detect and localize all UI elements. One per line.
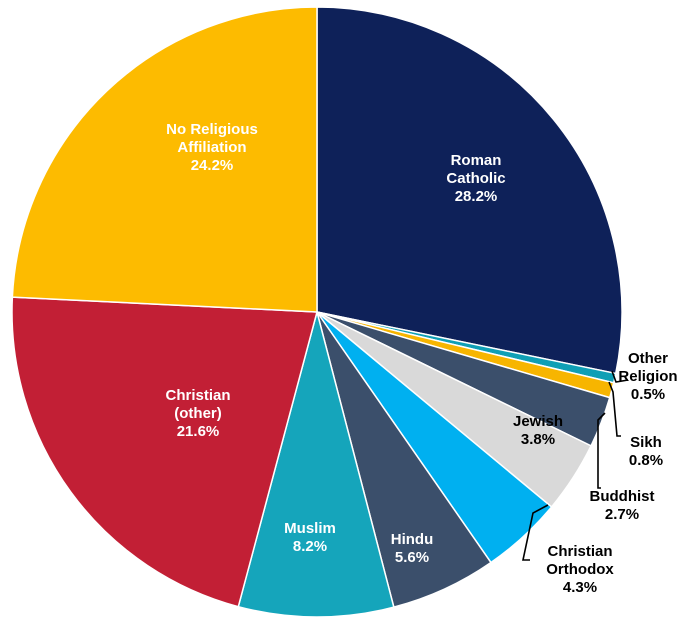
slice-value-label: 8.2% (293, 538, 327, 555)
slice-value-label: 2.7% (605, 506, 639, 523)
slice-label-buddhist: Buddhist 2.7% (590, 488, 655, 523)
slice-label-hindu: Hindu 5.6% (391, 531, 434, 566)
callout-leaders (522, 370, 629, 561)
slice-name-label: Buddhist (590, 488, 655, 505)
slice-label-christian-orthodox: Christian Orthodox 4.3% (546, 543, 614, 596)
slice-name-label: Orthodox (546, 561, 614, 578)
slice-value-label: 5.6% (395, 549, 429, 566)
slice-value-label: 3.8% (521, 431, 555, 448)
slice-value-label: 28.2% (455, 188, 498, 205)
slice-name-label: Sikh (630, 434, 662, 451)
leader-line-christian-orthodox (522, 504, 549, 561)
slice-value-label: 24.2% (191, 157, 234, 174)
slice-value-label: 4.3% (563, 579, 597, 596)
slice-name-label: Religion (618, 368, 677, 385)
pie-slice-christian-other (11, 296, 318, 608)
slice-label-jewish: Jewish 3.8% (513, 413, 563, 448)
slice-label-sikh: Sikh 0.8% (629, 434, 663, 469)
slice-labels: Roman Catholic 28.2%Other Religion 0.5%Sikh 0… (165, 121, 677, 596)
pie-slice-muslim (237, 311, 395, 618)
slice-name-label: Muslim (284, 520, 336, 537)
slice-name-label: Other (628, 350, 668, 367)
slice-label-no-religious-affiliation: No Religious Affiliation 24.2% (166, 121, 258, 174)
slice-value-label: 0.5% (631, 386, 665, 403)
slice-label-other-religion: Other Religion 0.5% (618, 350, 677, 403)
pie-slice-no-religious-affiliation (11, 6, 318, 313)
slice-label-christian-other: Christian (other) 21.6% (165, 387, 230, 440)
leader-line-buddhist (597, 412, 606, 489)
slice-value-label: 21.6% (177, 423, 220, 440)
slice-name-label: Christian (547, 543, 612, 560)
pie-slices (11, 6, 623, 618)
slice-name-label: Roman (451, 152, 502, 169)
slice-label-roman-catholic: Roman Catholic 28.2% (446, 152, 505, 205)
slice-name-label: Affiliation (177, 139, 246, 156)
leader-line-other-religion (611, 370, 629, 383)
slice-name-label: (other) (174, 405, 222, 422)
leader-line-sikh (608, 381, 621, 437)
pie-slice-roman-catholic (316, 6, 623, 375)
slice-name-label: Christian (165, 387, 230, 404)
slice-name-label: Jewish (513, 413, 563, 430)
slice-name-label: No Religious (166, 121, 258, 138)
slice-value-label: 0.8% (629, 452, 663, 469)
slice-name-label: Catholic (446, 170, 505, 187)
slice-label-muslim: Muslim 8.2% (284, 520, 336, 555)
slice-name-label: Hindu (391, 531, 434, 548)
